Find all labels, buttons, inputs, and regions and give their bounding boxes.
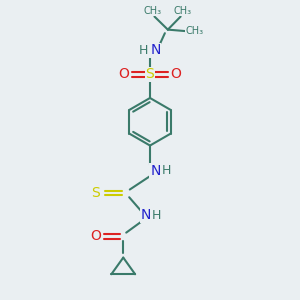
Text: CH₃: CH₃ xyxy=(144,6,162,16)
Text: CH₃: CH₃ xyxy=(185,26,204,36)
Text: H: H xyxy=(139,44,148,57)
Text: O: O xyxy=(90,229,101,243)
Text: H: H xyxy=(152,209,161,222)
Text: CH₃: CH₃ xyxy=(173,6,191,16)
Text: N: N xyxy=(140,208,151,222)
Text: O: O xyxy=(170,67,181,81)
Text: N: N xyxy=(150,164,161,178)
Text: O: O xyxy=(119,67,130,81)
Text: H: H xyxy=(162,164,171,177)
Text: S: S xyxy=(91,186,100,200)
Text: N: N xyxy=(150,44,161,57)
Text: S: S xyxy=(146,67,154,81)
